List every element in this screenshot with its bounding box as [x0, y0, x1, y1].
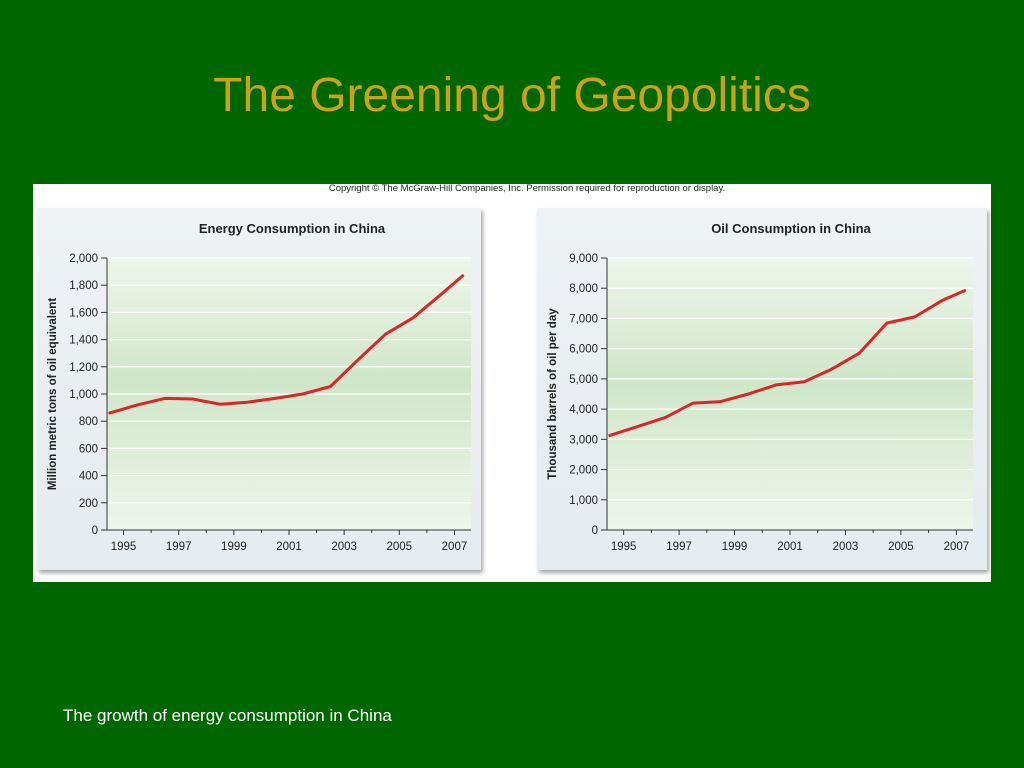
slide-caption: The growth of energy consumption in Chin…	[63, 706, 392, 725]
series-line	[608, 289, 967, 437]
oil-chart-svg: Oil Consumption in China 0 1,000 2,000 3,000…	[547, 221, 973, 553]
figure-panel: Copyright © The McGraw-Hill Companies, I…	[33, 184, 991, 582]
x-tick-label: 2007	[442, 541, 468, 553]
y-tick-label: 4,000	[569, 404, 598, 416]
x-tick-label: 2005	[387, 541, 413, 553]
y-tick-label: 1,400	[69, 335, 98, 347]
y-tick-label: 1,800	[69, 280, 98, 292]
y-tick-label: 600	[79, 443, 98, 455]
series-line	[108, 274, 465, 415]
y-tick-label: 400	[79, 471, 98, 483]
slide-title: The Greening of Geopolitics	[213, 69, 811, 122]
y-tick-label: 9,000	[569, 253, 598, 265]
x-tick-label: 1999	[221, 541, 247, 553]
plot-area	[607, 258, 973, 530]
x-tick-label: 2005	[888, 541, 914, 553]
y-tick-label: 0	[92, 525, 98, 537]
y-tick-label: 8,000	[569, 283, 598, 295]
y-tick-label: 2,000	[569, 465, 598, 477]
y-axis-label: Thousand barrels of oil per day	[547, 308, 559, 480]
y-tick-label: 800	[79, 416, 98, 428]
y-tick-label: 200	[79, 498, 98, 510]
x-tick-label: 2007	[944, 541, 970, 553]
energy-chart-svg: Energy Consumption in China 0 200 400 600 800…	[47, 221, 471, 553]
x-tick-label: 2001	[276, 541, 302, 553]
x-tick-label: 1999	[722, 541, 748, 553]
x-tick-label: 1997	[666, 541, 692, 553]
y-tick-label: 0	[592, 525, 598, 537]
chart-title: Energy Consumption in China	[199, 221, 386, 236]
y-tick-label: 1,000	[569, 495, 598, 507]
x-tick-label: 2001	[777, 541, 803, 553]
x-tick-label: 2003	[833, 541, 859, 553]
oil-consumption-chart: Oil Consumption in China 0 1,000 2,000 3,000…	[537, 208, 987, 570]
x-tick-label: 2003	[331, 541, 357, 553]
x-tick-label: 1995	[611, 541, 637, 553]
x-tick-label: 1995	[111, 541, 137, 553]
chart-title: Oil Consumption in China	[711, 221, 871, 236]
y-tick-label: 6,000	[569, 344, 598, 356]
y-tick-label: 1,200	[69, 362, 98, 374]
y-tick-label: 3,000	[569, 434, 598, 446]
copyright-notice: Copyright © The McGraw-Hill Companies, I…	[328, 183, 726, 194]
y-tick-label: 1,000	[69, 389, 98, 401]
energy-consumption-chart: Energy Consumption in China 0 200 400 600 800…	[37, 208, 481, 570]
y-tick-label: 2,000	[69, 253, 98, 265]
x-tick-label: 1997	[166, 541, 192, 553]
y-tick-label: 1,600	[69, 307, 98, 319]
y-tick-label: 5,000	[569, 374, 598, 386]
y-axis-label: Million metric tons of oil equivalent	[47, 298, 59, 490]
y-tick-label: 7,000	[569, 313, 598, 325]
